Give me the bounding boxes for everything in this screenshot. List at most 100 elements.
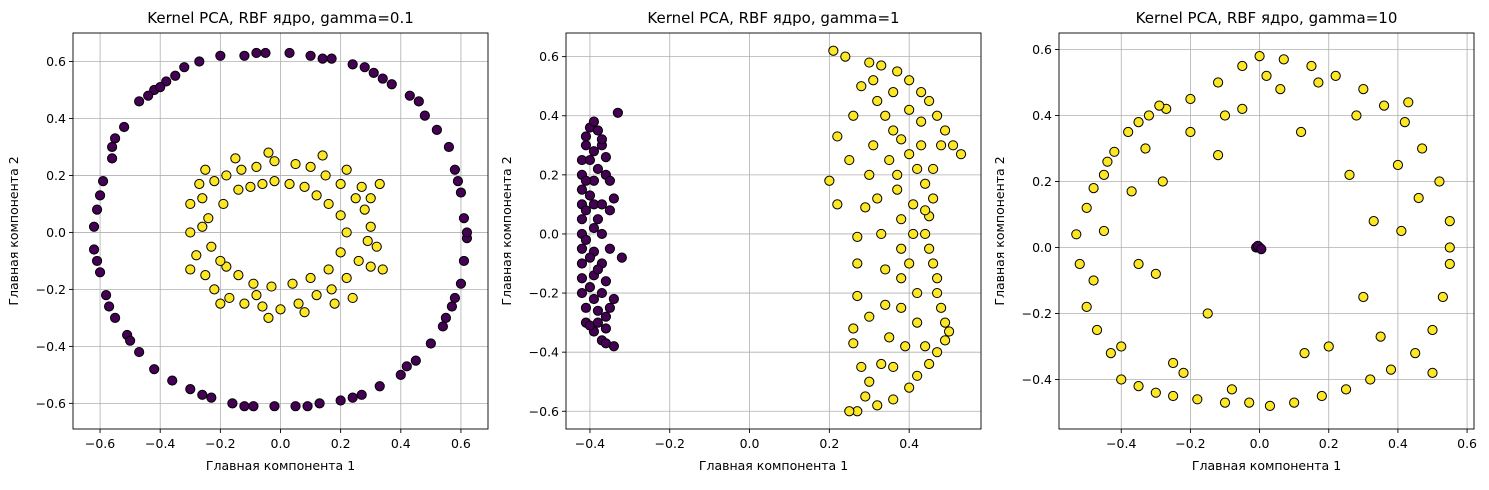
data-point — [884, 332, 895, 343]
data-point — [263, 312, 274, 323]
data-point — [347, 292, 358, 304]
data-point — [91, 204, 103, 215]
data-point — [269, 401, 280, 412]
y-tick-label: 0.2 — [46, 168, 66, 183]
data-point — [600, 323, 612, 334]
data-point — [458, 213, 470, 224]
data-point — [1413, 192, 1424, 204]
data-point — [404, 90, 415, 101]
data-point — [1365, 374, 1376, 385]
data-point — [224, 292, 235, 304]
data-point — [125, 335, 136, 346]
x-tick-label: 0.0 — [740, 436, 760, 451]
chart-title: Kernel PCA, RBF ядро, gamma=0.1 — [147, 9, 414, 27]
data-point — [1140, 143, 1151, 154]
data-point — [1417, 143, 1428, 154]
data-point — [305, 161, 316, 172]
data-point — [912, 370, 923, 381]
data-point — [880, 299, 891, 310]
data-point — [848, 338, 859, 349]
x-axis-label: Главная компонента 1 — [699, 458, 848, 473]
data-point — [1378, 100, 1390, 111]
data-point — [170, 70, 181, 81]
data-point — [377, 73, 388, 84]
data-point — [239, 50, 250, 61]
axes-frame — [565, 32, 982, 430]
data-point — [449, 292, 461, 304]
data-point — [134, 346, 145, 358]
data-point — [1109, 146, 1120, 157]
data-point — [576, 214, 588, 225]
data-point — [908, 199, 919, 210]
data-point — [1154, 100, 1165, 111]
data-point — [604, 205, 615, 216]
y-tick-label: 0.6 — [539, 49, 559, 64]
data-point — [356, 389, 367, 400]
data-point — [320, 170, 331, 181]
data-point — [236, 164, 247, 175]
data-point — [326, 284, 337, 295]
data-point — [852, 258, 863, 269]
data-point — [928, 258, 939, 269]
data-point — [365, 193, 376, 204]
data-point — [880, 110, 891, 121]
data-point — [1081, 301, 1092, 312]
data-point — [588, 293, 600, 305]
data-point — [824, 175, 835, 186]
data-point — [1168, 357, 1179, 369]
data-point — [892, 169, 903, 180]
data-point — [580, 140, 592, 151]
data-point — [269, 176, 280, 187]
data-point — [892, 184, 903, 195]
data-point — [1071, 229, 1082, 240]
y-tick-label: 0.4 — [539, 108, 559, 123]
data-point — [200, 270, 211, 281]
data-point — [580, 302, 592, 313]
y-tick-label: 0.4 — [46, 111, 66, 126]
data-point — [359, 204, 370, 215]
data-point — [920, 178, 931, 189]
y-tick-label: −0.2 — [36, 282, 66, 297]
data-point — [386, 79, 397, 90]
data-point — [832, 131, 843, 142]
data-point — [896, 302, 907, 313]
x-tick-label: 0.4 — [1388, 436, 1408, 451]
data-point — [955, 149, 967, 160]
data-point — [305, 272, 316, 284]
data-point — [311, 290, 322, 301]
data-point — [1323, 341, 1334, 352]
data-point — [1299, 348, 1310, 359]
data-point — [359, 62, 370, 73]
data-point — [1150, 387, 1161, 398]
data-point — [233, 270, 244, 281]
data-point — [896, 243, 907, 254]
data-point — [245, 181, 256, 192]
data-point — [103, 301, 115, 312]
data-point — [888, 361, 899, 373]
data-point — [227, 398, 238, 409]
data-point — [209, 284, 220, 295]
data-point — [580, 131, 592, 142]
data-point — [1261, 70, 1272, 82]
data-point — [1427, 367, 1438, 378]
data-point — [1399, 117, 1410, 128]
data-point — [884, 154, 895, 166]
data-point — [365, 221, 376, 232]
x-tick-label: 0.4 — [391, 436, 411, 451]
data-point — [215, 50, 226, 61]
data-point — [335, 210, 346, 221]
data-point — [413, 96, 424, 107]
data-point — [134, 96, 145, 107]
data-point — [904, 75, 915, 86]
data-point — [1105, 348, 1116, 359]
data-point — [395, 369, 406, 380]
data-point — [832, 199, 843, 210]
data-point — [1306, 60, 1317, 72]
data-point — [924, 358, 935, 370]
data-point — [592, 214, 604, 225]
data-point — [912, 163, 923, 175]
data-point — [374, 381, 385, 392]
data-point — [904, 258, 915, 269]
data-point — [179, 62, 190, 73]
data-point — [600, 338, 612, 349]
